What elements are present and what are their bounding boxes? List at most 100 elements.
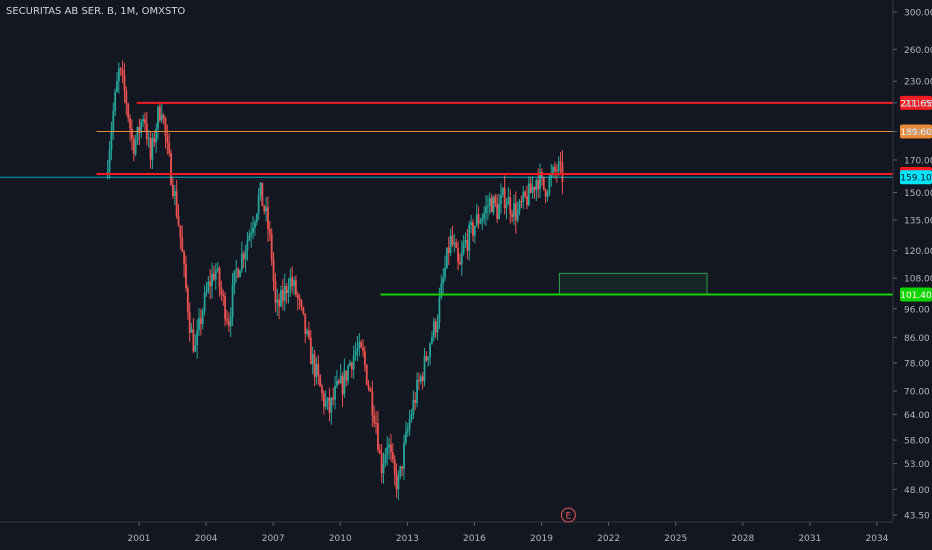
candle-body xyxy=(330,397,333,413)
candle-body xyxy=(350,362,353,370)
candle-body xyxy=(177,215,180,226)
candle-body xyxy=(123,74,126,91)
candle-body xyxy=(114,91,117,112)
level-label-bg xyxy=(900,95,932,110)
candle-body xyxy=(431,337,433,344)
candle-body xyxy=(142,119,144,122)
candle-body xyxy=(110,131,113,151)
candle-body xyxy=(449,235,452,254)
candle-body xyxy=(522,191,525,202)
candle-body xyxy=(268,229,271,234)
candle-body xyxy=(244,250,247,260)
candle-body xyxy=(222,294,225,296)
candle-body xyxy=(373,415,376,424)
candle-body xyxy=(503,188,506,209)
candle-body xyxy=(108,150,111,172)
candle-body xyxy=(207,281,210,292)
y-tick-label: 70.00 xyxy=(904,388,930,398)
candle-body xyxy=(380,453,383,474)
candle-body xyxy=(175,191,178,216)
candle-body xyxy=(304,313,307,334)
candle-body xyxy=(429,343,431,357)
candle-body xyxy=(511,213,513,217)
candle-body xyxy=(434,321,437,333)
candle-body xyxy=(473,226,476,236)
candle-body xyxy=(369,388,372,392)
candle-body xyxy=(365,364,368,385)
candle-body xyxy=(254,222,256,228)
candle-body xyxy=(561,162,564,182)
x-tick-label: 2019 xyxy=(530,534,553,544)
candle-body xyxy=(423,356,426,382)
candle-body xyxy=(147,138,150,140)
y-tick-label: 230.00 xyxy=(904,78,932,88)
candle-body xyxy=(185,264,187,288)
candle-body xyxy=(283,285,286,301)
candle-body xyxy=(203,292,206,312)
candle-body xyxy=(475,214,478,227)
y-tick-label: 150.00 xyxy=(904,189,932,199)
candle-body xyxy=(138,127,141,133)
candle-body xyxy=(326,397,329,401)
candle-body xyxy=(440,283,443,298)
candle-body xyxy=(322,393,325,407)
candle-body xyxy=(153,138,156,143)
candle-body xyxy=(336,380,338,386)
candle-body xyxy=(240,253,243,271)
candle-body xyxy=(319,375,322,387)
x-tick-label: 2004 xyxy=(195,534,218,544)
candle-body xyxy=(334,385,336,400)
candle-body xyxy=(501,188,504,195)
candle-body xyxy=(309,337,312,365)
candle-body xyxy=(341,375,344,395)
candle-body xyxy=(442,277,445,284)
candle-body xyxy=(486,206,489,208)
candle-body xyxy=(151,138,154,160)
candle-body xyxy=(308,330,310,338)
candle-body xyxy=(483,213,486,219)
y-tick-label: 108.00 xyxy=(904,275,932,285)
level-label-bg xyxy=(900,124,932,139)
candle-body xyxy=(214,270,217,280)
candle-body xyxy=(337,380,340,384)
candle-body xyxy=(509,197,512,214)
candle-body xyxy=(229,317,232,327)
candle-body xyxy=(531,186,534,194)
candle-body xyxy=(457,247,459,263)
candle-body xyxy=(149,138,152,160)
candle-body xyxy=(183,252,185,265)
candle-body xyxy=(427,356,430,361)
candle-body xyxy=(311,354,314,365)
candle-body xyxy=(295,280,297,295)
candle-body xyxy=(162,114,165,119)
candle-body xyxy=(194,345,197,352)
target-zone xyxy=(558,272,708,296)
candle-body xyxy=(526,196,528,205)
candle-body xyxy=(315,364,318,377)
candle-body xyxy=(119,68,122,70)
zone-layer xyxy=(558,272,708,296)
current-price-label-bg xyxy=(900,170,932,185)
candle-body xyxy=(416,379,418,403)
candle-body xyxy=(388,444,390,448)
candle-body xyxy=(332,397,335,400)
candle-body xyxy=(224,295,226,320)
y-tick-label: 189.60 xyxy=(904,128,932,138)
candle-body xyxy=(306,330,308,334)
candle-body xyxy=(172,184,174,196)
candle-body xyxy=(131,128,133,139)
y-tick-label: 120.00 xyxy=(904,247,932,257)
candle-body xyxy=(464,239,467,243)
candle-body xyxy=(459,262,461,265)
candle-body xyxy=(462,242,465,253)
candle-body xyxy=(377,423,379,450)
candle-body xyxy=(216,268,219,271)
candle-body xyxy=(404,431,407,443)
candle-body xyxy=(494,196,497,204)
candle-body xyxy=(276,299,279,303)
candle-body xyxy=(196,330,199,346)
candle-body xyxy=(468,225,471,251)
candle-body xyxy=(520,201,523,203)
earnings-event-icon xyxy=(560,507,576,523)
